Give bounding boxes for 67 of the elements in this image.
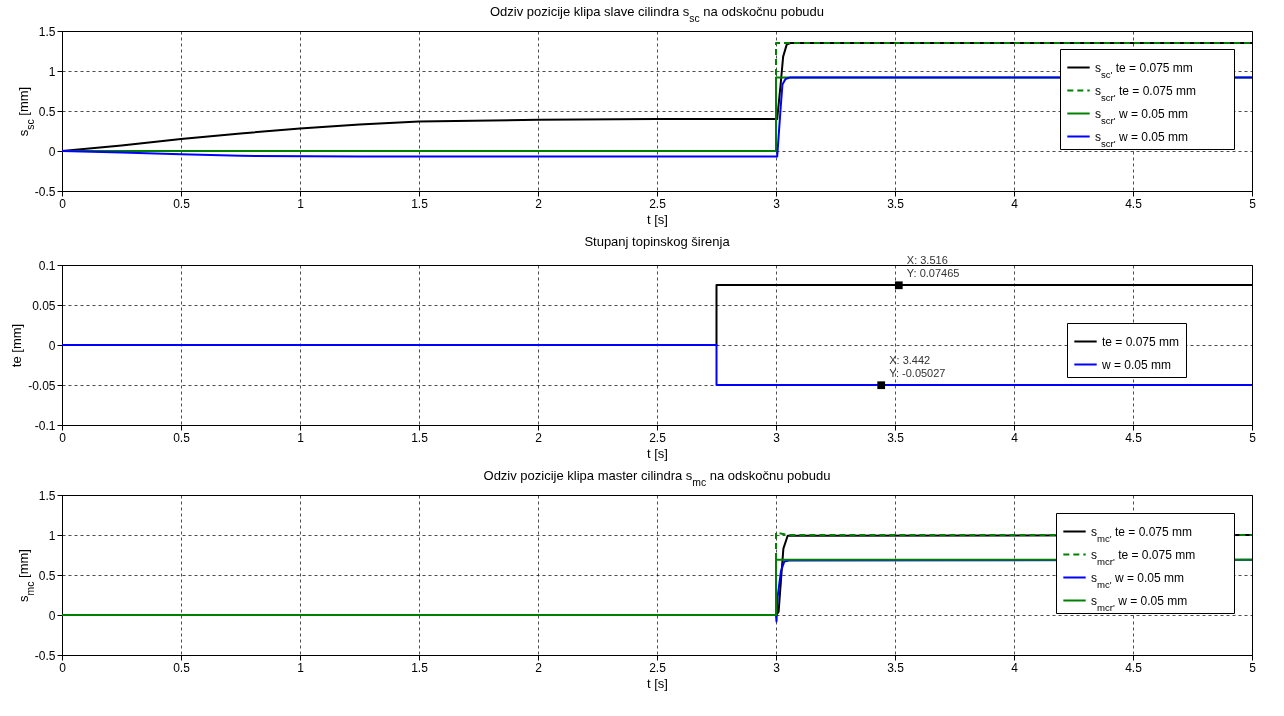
x-tick-label: 2.5 [649, 660, 667, 675]
x-tick-label: 1 [297, 196, 305, 211]
x-tick-label: 3.5 [887, 660, 905, 675]
x-tick-label: 2.5 [649, 196, 667, 211]
x-axis-title: t [s] [647, 211, 668, 227]
y-tick-label: 0.5 [38, 568, 56, 583]
y-tick-label: 0.05 [32, 298, 56, 313]
x-tick-label: 3 [773, 196, 781, 211]
legend-label: s$_{mc'}$ te = 0.075 mm [1091, 524, 1192, 543]
y-axis-title: te [mm] [9, 323, 25, 368]
x-tick-label: 0.5 [173, 660, 191, 675]
annotation: X: 3.442 Y: -0.05027 [889, 354, 946, 380]
x-axis-title: t [s] [647, 675, 668, 691]
y-tick-label: 0 [48, 608, 56, 623]
y-tick-label: 1.5 [38, 24, 56, 39]
x-tick-label: 3 [773, 430, 781, 445]
legend-label: s$_{scr'}$ te = 0.075 mm [1095, 83, 1196, 102]
y-tick-label: 1 [48, 64, 56, 79]
y-tick-label: 1 [48, 528, 56, 543]
x-tick-label: 0 [59, 660, 67, 675]
x-tick-label: 4.5 [1125, 430, 1143, 445]
x-tick-label: 1.5 [411, 660, 429, 675]
x-tick-label: 3 [773, 660, 781, 675]
x-tick-label: 2.5 [649, 430, 667, 445]
x-tick-label: 1 [297, 430, 305, 445]
x-tick-label: 4 [1011, 430, 1019, 445]
x-tick-label: 3.5 [887, 430, 905, 445]
legend-label: s$_{mcr'}$ w = 0.05 mm [1091, 593, 1188, 612]
x-tick-label: 0 [59, 430, 67, 445]
x-tick-label: 1 [297, 660, 305, 675]
legend-label: s$_{mcr'}$ te = 0.075 mm [1091, 547, 1196, 566]
y-tick-label: 1.5 [38, 488, 56, 503]
x-tick-label: 5 [1249, 430, 1257, 445]
x-tick-label: 5 [1249, 660, 1257, 675]
legend-label: s$_{sc'}$ te = 0.075 mm [1095, 60, 1193, 79]
x-tick-label: 1.5 [411, 430, 429, 445]
legend-label: s$_{mc'}$ w = 0.05 mm [1091, 570, 1184, 589]
x-tick-label: 0.5 [173, 196, 191, 211]
x-tick-label: 3.5 [887, 196, 905, 211]
y-tick-label: -0.5 [34, 184, 56, 199]
legend-label: s$_{scr'}$ w = 0.05 mm [1095, 106, 1188, 125]
x-tick-label: 5 [1249, 196, 1257, 211]
x-tick-label: 4 [1011, 660, 1019, 675]
chart-title: Stupanj topinskog širenja [584, 234, 731, 250]
x-tick-label: 1.5 [411, 196, 429, 211]
chart-title: Odziv pozicije klipa master cilindra s$_{mc}$ na odskočnu pobudu [483, 468, 831, 488]
legend-label: w = 0.05 mm [1101, 357, 1172, 372]
x-tick-label: 2 [535, 660, 543, 675]
y-tick-label: 0 [48, 338, 56, 353]
chart-title: Odziv pozicije klipa slave cilindra s$_{sc}$ na odskočnu pobudu [489, 4, 825, 24]
annotation: X: 3.516 Y: 0.07465 [906, 254, 960, 280]
y-tick-label: -0.1 [34, 418, 56, 433]
y-tick-label: -0.05 [28, 378, 56, 393]
x-tick-label: 4.5 [1125, 196, 1143, 211]
y-tick-label: -0.5 [34, 648, 56, 663]
x-tick-label: 4 [1011, 196, 1019, 211]
y-tick-label: 0.1 [38, 258, 56, 273]
x-axis-title: t [s] [647, 445, 668, 461]
x-tick-label: 0.5 [173, 430, 191, 445]
x-tick-label: 2 [535, 196, 543, 211]
legend-label: te = 0.075 mm [1102, 334, 1180, 349]
y-tick-label: 0.5 [38, 104, 56, 119]
x-tick-label: 4.5 [1125, 660, 1143, 675]
x-tick-label: 0 [59, 196, 67, 211]
y-tick-label: 0 [48, 144, 56, 159]
legend-label: s$_{scr'}$ w = 0.05 mm [1095, 129, 1188, 148]
x-tick-label: 2 [535, 430, 543, 445]
